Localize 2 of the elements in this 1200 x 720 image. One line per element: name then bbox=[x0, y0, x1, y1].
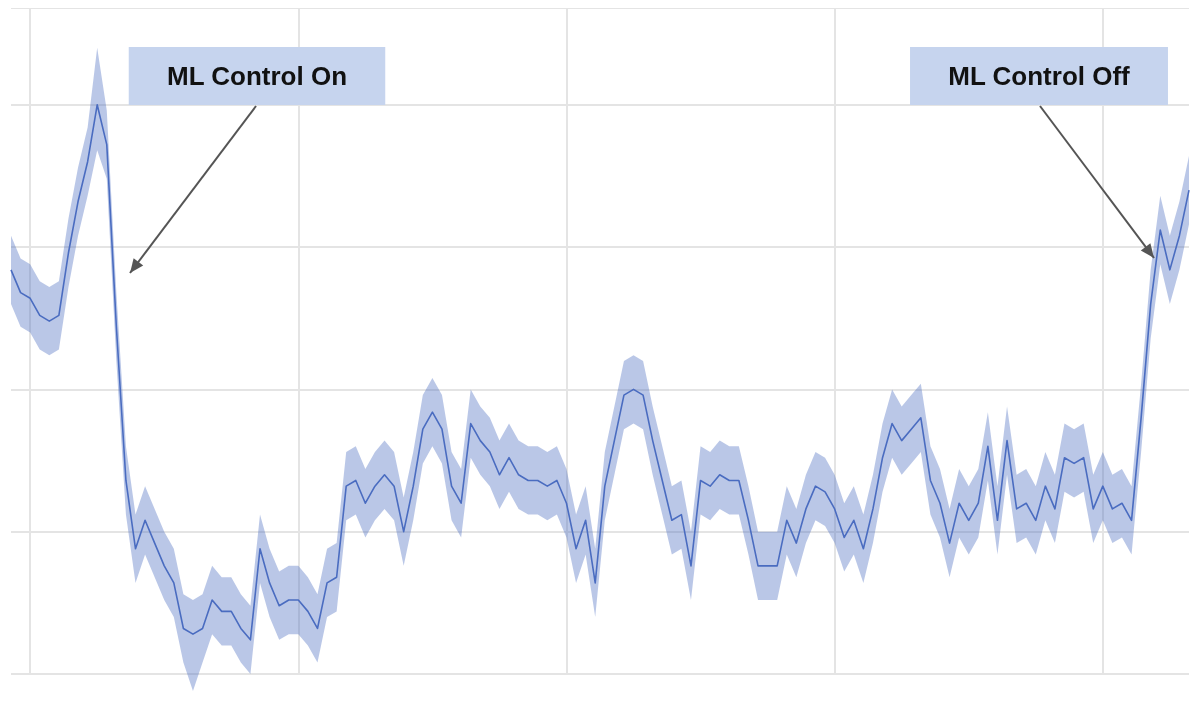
text: ML Control On bbox=[166, 61, 348, 91]
text: ML Control Off bbox=[948, 61, 1131, 91]
